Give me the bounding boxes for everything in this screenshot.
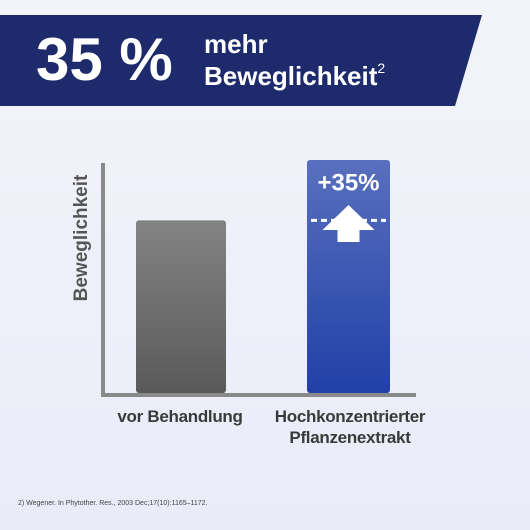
footnote: 2) Wegener. In Phytother. Res., 2003 Dec…: [18, 500, 208, 507]
up-arrow: [322, 205, 375, 242]
y-axis-label: Beweglichkeit: [71, 174, 92, 301]
bar-shine: [307, 160, 390, 393]
x-tick-label: Hochkonzentrierter Pflanzenextrakt: [274, 407, 426, 447]
header-line1: mehr: [204, 29, 268, 59]
annotation: +35%: [317, 169, 379, 196]
header-banner: [0, 15, 482, 106]
x-tick-label: vor Behandlung: [117, 407, 243, 426]
header-big: 35 %: [36, 26, 173, 93]
bar-shine: [136, 220, 226, 393]
header-line2: Beweglichkeit2: [204, 60, 385, 91]
